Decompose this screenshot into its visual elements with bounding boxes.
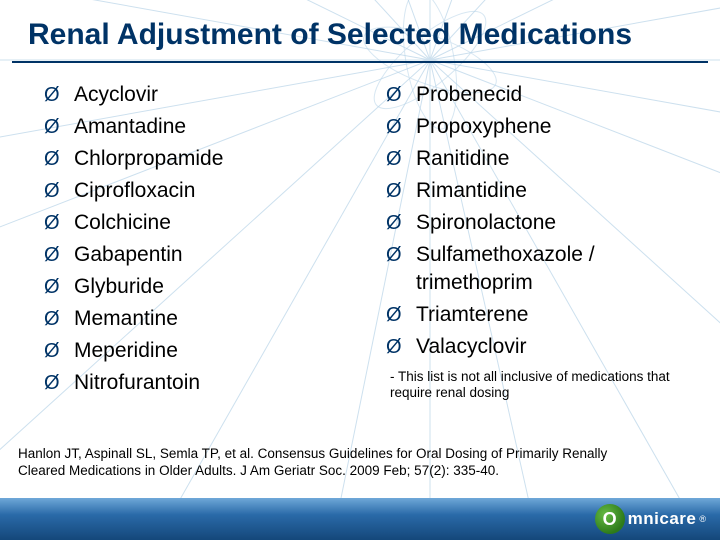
medication-name: Meperidine [74,337,178,365]
medication-columns: Ø Acyclovir Ø Amantadine Ø Chlorpropamide Ø… [0,63,720,401]
medication-name: Colchicine [74,209,171,237]
list-item: Ø Spironolactone [386,209,700,237]
omnicare-logo: O mnicare ® [595,504,706,534]
bullet-icon: Ø [44,81,60,109]
medication-name: Propoxyphene [416,113,551,141]
registered-icon: ® [699,514,706,524]
bullet-icon: Ø [386,81,402,109]
bullet-icon: Ø [44,241,60,269]
citation-text: Hanlon JT, Aspinall SL, Semla TP, et al.… [18,446,658,480]
list-item: Ø Ciprofloxacin [44,177,358,205]
medication-name: Ranitidine [416,145,509,173]
list-item: Ø Gabapentin [44,241,358,269]
medication-name: Probenecid [416,81,522,109]
bullet-icon: Ø [386,209,402,237]
medication-name: Glyburide [74,273,164,301]
list-item: Ø Ranitidine [386,145,700,173]
list-item: Ø Memantine [44,305,358,333]
bullet-icon: Ø [386,241,402,269]
bullet-icon: Ø [386,301,402,329]
bullet-icon: Ø [44,145,60,173]
list-item: Ø Glyburide [44,273,358,301]
medication-name: Ciprofloxacin [74,177,195,205]
medication-name: Chlorpropamide [74,145,223,173]
list-item: Ø Chlorpropamide [44,145,358,173]
list-item: Ø Probenecid [386,81,700,109]
bullet-icon: Ø [386,177,402,205]
left-column: Ø Acyclovir Ø Amantadine Ø Chlorpropamide Ø… [44,81,358,401]
medication-name: Gabapentin [74,241,183,269]
bullet-icon: Ø [386,145,402,173]
bullet-icon: Ø [44,113,60,141]
list-item: Ø Triamterene [386,301,700,329]
bullet-icon: Ø [44,369,60,397]
right-column: ØProbenecid ØPropoxyphene ØRanitidine ØR… [386,81,700,401]
medication-name: Nitrofurantoin [74,369,200,397]
medication-name: Valacyclovir [416,333,526,361]
medication-name: Triamterene [416,301,528,329]
list-item: Ø Propoxyphene [386,113,700,141]
bullet-icon: Ø [44,177,60,205]
list-item: Ø Rimantidine [386,177,700,205]
list-item: Ø Colchicine [44,209,358,237]
bullet-icon: Ø [44,305,60,333]
medication-name: Amantadine [74,113,186,141]
list-item: Ø Meperidine [44,337,358,365]
medication-name: Rimantidine [416,177,527,205]
list-item: Ø Acyclovir [44,81,358,109]
list-item: Ø Valacyclovir [386,333,700,361]
medication-name: Acyclovir [74,81,158,109]
logo-text: mnicare [628,509,697,529]
bullet-icon: Ø [386,113,402,141]
logo-mark-icon: O [595,504,625,534]
bullet-icon: Ø [44,209,60,237]
medication-name: Sulfamethoxazole / trimethoprim [416,241,700,297]
list-item: Ø Nitrofurantoin [44,369,358,397]
disclaimer-text: - This list is not all inclusive of medi… [386,365,700,401]
list-item: Ø Sulfamethoxazole / trimethoprim [386,241,700,297]
bullet-icon: Ø [386,333,402,361]
list-item: Ø Amantadine [44,113,358,141]
bullet-icon: Ø [44,337,60,365]
slide-title: Renal Adjustment of Selected Medications [0,0,720,61]
bullet-icon: Ø [44,273,60,301]
medication-name: Spironolactone [416,209,556,237]
medication-name: Memantine [74,305,178,333]
